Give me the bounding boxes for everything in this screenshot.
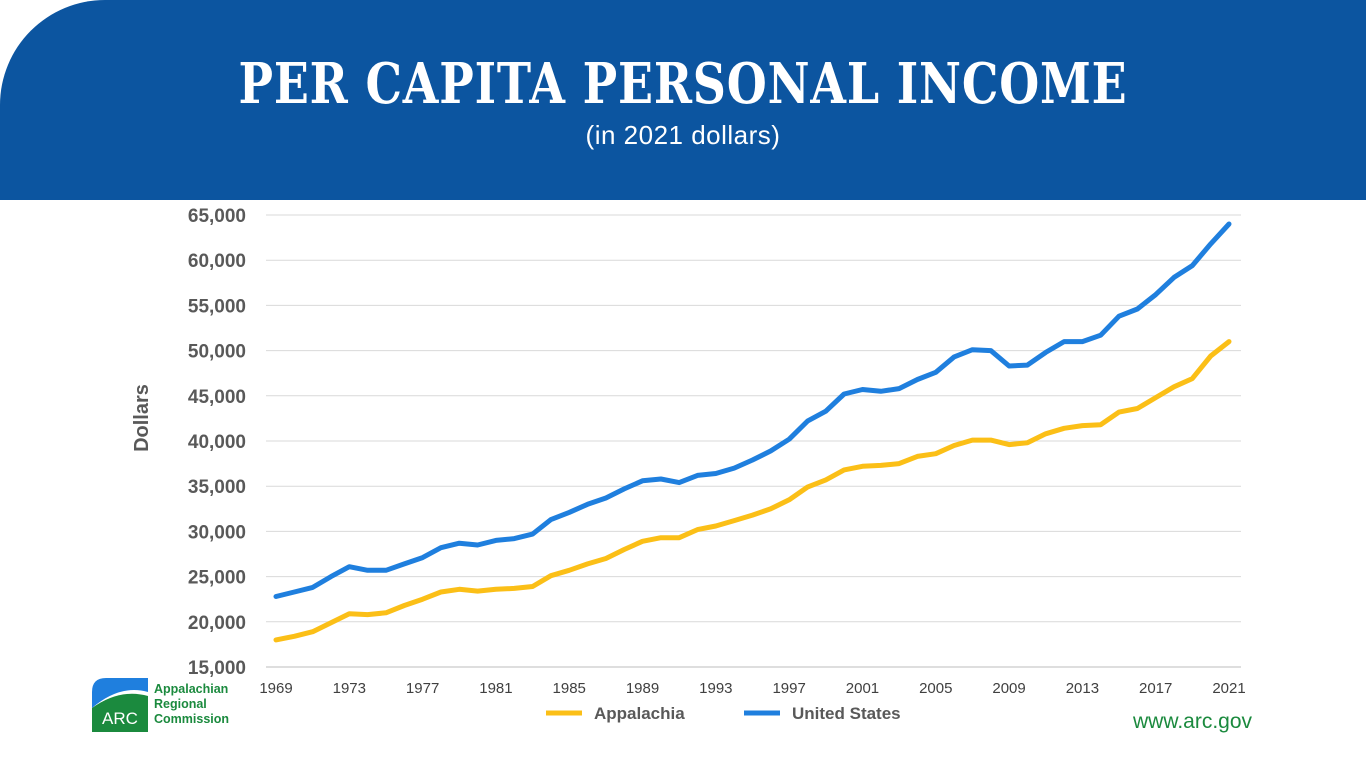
y-axis-label: Dollars (131, 384, 153, 452)
x-tick-label: 1985 (553, 680, 586, 697)
x-tick-label: 1993 (699, 680, 732, 697)
page-title: PER CAPITA PERSONAL INCOME (238, 51, 1128, 117)
y-tick-label: 50,000 (188, 342, 246, 363)
org-name-line1: Appalachian (154, 682, 229, 696)
x-tick-label: 1977 (406, 680, 439, 697)
x-tick-label: 2005 (919, 680, 952, 697)
x-tick-label: 2017 (1139, 680, 1172, 697)
arc-logo-icon: ARC (92, 678, 148, 732)
x-tick-label: 2009 (992, 680, 1025, 697)
x-tick-label: 1989 (626, 680, 659, 697)
x-tick-label: 1973 (333, 680, 366, 697)
y-tick-label: 40,000 (188, 432, 246, 453)
y-tick-label: 65,000 (188, 206, 246, 227)
x-tick-label: 1969 (259, 680, 292, 697)
y-tick-label: 45,000 (188, 387, 246, 408)
y-tick-label: 60,000 (188, 251, 246, 272)
x-tick-label: 1981 (479, 680, 512, 697)
website-link[interactable]: www.arc.gov (1133, 710, 1253, 733)
x-tick-label: 2001 (846, 680, 879, 697)
series-line-united-states (273, 221, 1232, 599)
logo-mark: ARC (102, 709, 138, 728)
org-name-line3: Commission (154, 712, 230, 726)
y-tick-label: 20,000 (188, 613, 246, 634)
org-name: Appalachian Regional Commission (154, 682, 229, 727)
legend-label: United States (792, 704, 901, 723)
org-name-line2: Regional (154, 697, 207, 711)
x-tick-label: 2021 (1212, 680, 1245, 697)
chart-panel (14, 200, 1352, 752)
page-subtitle: (in 2021 dollars) (585, 120, 781, 150)
y-tick-label: 55,000 (188, 296, 246, 317)
y-tick-label: 30,000 (188, 522, 246, 543)
series-line-appalachia (273, 339, 1232, 643)
x-tick-label: 2013 (1066, 680, 1099, 697)
y-tick-label: 25,000 (188, 568, 246, 589)
legend-label: Appalachia (594, 704, 685, 723)
x-tick-label: 1997 (772, 680, 805, 697)
y-tick-label: 35,000 (188, 477, 246, 498)
header-banner (0, 0, 1366, 200)
y-tick-label: 15,000 (188, 658, 246, 679)
